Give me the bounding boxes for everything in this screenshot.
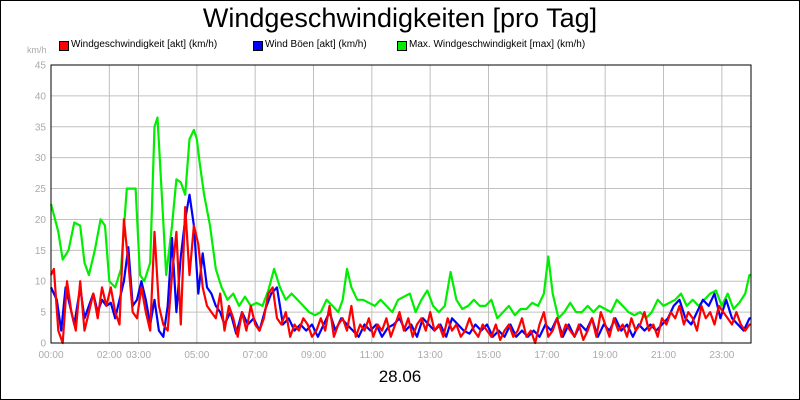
x-tick-label: 13:00 [418,350,443,361]
x-tick-label: 05:00 [184,350,209,361]
x-axis-date-label: 28.06 [378,367,422,386]
y-axis-unit-label: km/h [27,45,47,55]
y-tick-label: 25 [35,184,47,195]
y-tick-label: 10 [35,277,47,288]
x-tick-label: 21:00 [651,350,676,361]
x-tick-label: 23:00 [709,350,734,361]
chart-title: Windgeschwindigkeiten [pro Tag] [202,3,598,33]
series-line [49,116,751,320]
legend-label-wind-speed: Windgeschwindigkeit [akt] (km/h) [71,39,218,50]
x-tick-label: 17:00 [534,350,559,361]
y-tick-label: 20 [35,215,47,226]
legend-label-gusts: Wind Böen [akt] (km/h) [265,39,367,50]
series-line [50,206,751,345]
x-tick-label: 11:00 [360,350,385,361]
x-tick-label: 15:00 [476,350,501,361]
legend-label-max-wind-speed: Max. Windgeschwindigkeit [max] (km/h) [409,39,586,50]
legend-swatch-blue [253,41,263,51]
y-tick-label: 30 [35,153,47,164]
y-tick-label: 40 [35,91,47,102]
x-tick-label: 07:00 [243,350,268,361]
x-tick-label: 00:00 [38,350,63,361]
y-tick-label: 15 [35,246,47,257]
legend-swatch-green [397,41,407,51]
x-tick-label: 02:00 [97,350,122,361]
plot-border [50,64,752,344]
y-tick-label: 0 [40,339,46,350]
y-tick-label: 45 [35,61,47,72]
y-tick-label: 35 [35,122,47,133]
x-tick-label: 19:00 [593,350,618,361]
y-tick-label: 5 [40,308,46,319]
legend-swatch-red [59,41,69,51]
plot-area [51,65,751,343]
x-tick-label: 09:00 [301,350,326,361]
x-tick-label: 03:00 [126,350,151,361]
